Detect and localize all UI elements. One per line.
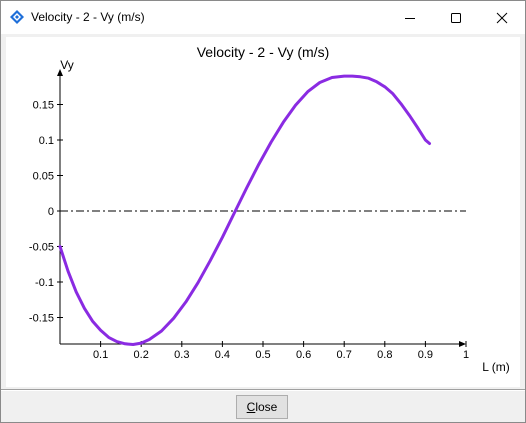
y-tick-label: -0.05 — [29, 242, 54, 254]
y-tick-label: 0 — [48, 206, 54, 218]
x-tick-label: 0.3 — [174, 349, 189, 361]
x-tick-label: 0.1 — [93, 349, 108, 361]
close-window-button[interactable] — [479, 1, 525, 34]
x-tick-label: 0.7 — [337, 349, 352, 361]
x-tick-label: 1 — [463, 349, 469, 361]
y-tick-label: -0.15 — [29, 313, 54, 325]
x-tick-label: 0.2 — [134, 349, 149, 361]
chart-title: Velocity - 2 - Vy (m/s) — [197, 44, 330, 60]
x-tick-label: 0.9 — [418, 349, 433, 361]
minimize-icon — [405, 17, 415, 19]
y-axis-arrow — [57, 69, 63, 76]
window-title: Velocity - 2 - Vy (m/s) — [31, 10, 145, 24]
chart-ticks: 0.1 0.2 0.3 0.4 0.5 0.6 0.7 0.8 0.9 1 0.15 0.1 0.05 0… — [29, 100, 469, 362]
x-axis-arrow — [459, 341, 466, 347]
maximize-icon — [451, 12, 461, 23]
y-axis-label: Vy — [60, 58, 74, 72]
velocity-chart: Velocity - 2 - Vy (m/s) Vy L (m) 0.1 0.2 0… — [29, 44, 510, 374]
minimize-button[interactable] — [387, 1, 433, 34]
x-axis-label: L (m) — [482, 360, 510, 374]
x-tick-label: 0.4 — [215, 349, 230, 361]
chart-panel: Velocity - 2 - Vy (m/s) Vy L (m) 0.1 0.2 0… — [6, 37, 520, 387]
title-bar[interactable]: Velocity - 2 - Vy (m/s) — [1, 1, 525, 34]
x-tick-label: 0.8 — [377, 349, 392, 361]
y-tick-label: 0.05 — [33, 171, 54, 183]
y-tick-label: -0.1 — [35, 277, 54, 289]
close-icon — [496, 12, 508, 23]
y-tick-label: 0.15 — [33, 100, 54, 112]
close-button-mnemonic: C — [246, 400, 256, 414]
x-tick-label: 0.6 — [296, 349, 311, 361]
y-tick-label: 0.1 — [39, 135, 54, 147]
x-tick-label: 0.5 — [255, 349, 270, 361]
footer-separator — [1, 389, 525, 391]
maximize-button[interactable] — [433, 1, 479, 34]
series-line — [58, 74, 431, 346]
diamond-app-icon — [10, 10, 24, 24]
close-button-label: lose — [255, 400, 278, 414]
